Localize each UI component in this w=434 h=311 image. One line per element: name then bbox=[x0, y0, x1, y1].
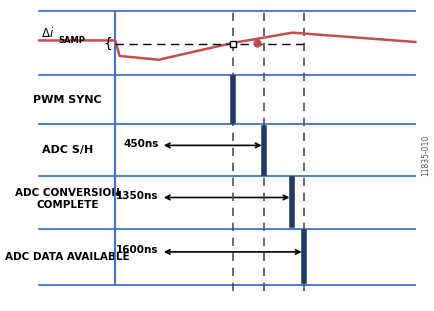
Text: PWM SYNC: PWM SYNC bbox=[33, 95, 102, 104]
Text: 450ns: 450ns bbox=[123, 139, 158, 149]
Text: {: { bbox=[103, 36, 112, 51]
Text: 11835-010: 11835-010 bbox=[420, 135, 429, 176]
Text: $\Delta i$: $\Delta i$ bbox=[41, 26, 54, 40]
Text: 1600ns: 1600ns bbox=[116, 245, 158, 255]
Text: ADC DATA AVAILABLE: ADC DATA AVAILABLE bbox=[5, 252, 129, 262]
Text: 1350ns: 1350ns bbox=[116, 191, 158, 201]
Text: SAMP: SAMP bbox=[59, 36, 85, 45]
Text: ADC S/H: ADC S/H bbox=[42, 145, 93, 155]
Text: ADC CONVERSION
COMPLETE: ADC CONVERSION COMPLETE bbox=[15, 188, 120, 210]
